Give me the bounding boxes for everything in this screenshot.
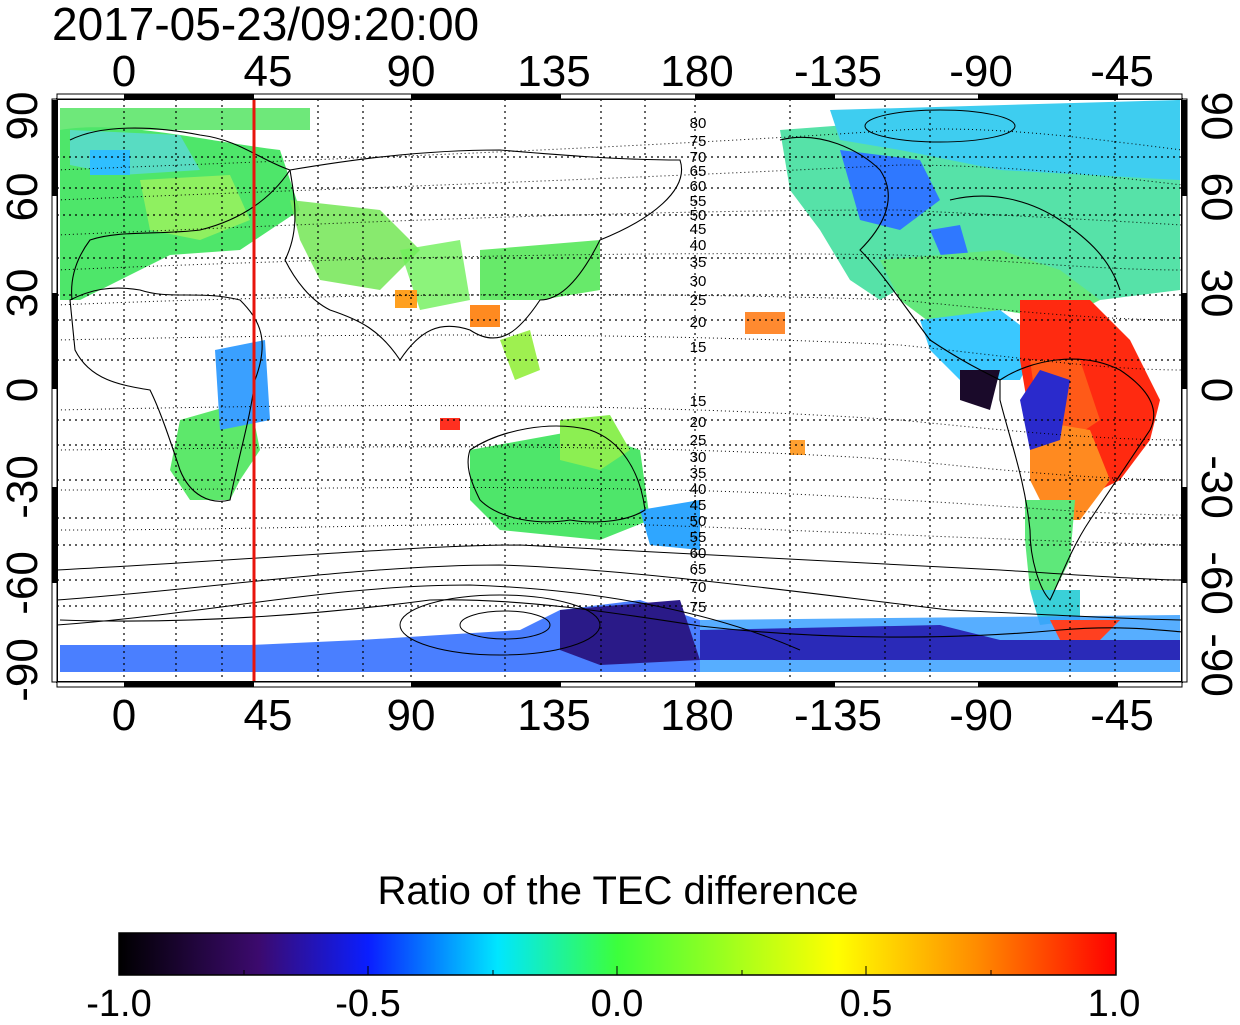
contour-label: 15 bbox=[690, 393, 707, 410]
colorbar-title: Ratio of the TEC difference bbox=[377, 869, 859, 913]
right-lat-tick: -60 bbox=[1192, 551, 1240, 615]
magnetic-latitude-contours bbox=[57, 109, 1182, 656]
left-lat-tick: -90 bbox=[0, 638, 47, 702]
contour-label: 40 bbox=[690, 237, 707, 254]
contour-label: 70 bbox=[690, 149, 707, 166]
contour-label: 30 bbox=[690, 273, 707, 290]
left-lat-tick: 0 bbox=[0, 378, 47, 402]
right-lat-tick: 90 bbox=[1192, 92, 1240, 141]
contour-label: 45 bbox=[690, 221, 707, 238]
coastlines bbox=[59, 127, 1182, 638]
top-lon-tick: -45 bbox=[1090, 47, 1154, 96]
graticule bbox=[57, 99, 1182, 682]
contour-label: 70 bbox=[690, 579, 707, 596]
left-latitude-ticks: 90 60 30 0 -30 -60 -90 bbox=[0, 92, 47, 702]
contour-label: 25 bbox=[690, 432, 707, 449]
bottom-lon-tick: -135 bbox=[794, 691, 882, 740]
right-lat-tick: -30 bbox=[1192, 455, 1240, 519]
bottom-lon-tick: 45 bbox=[244, 691, 293, 740]
top-lon-tick: 90 bbox=[387, 47, 436, 96]
top-lon-tick: 135 bbox=[517, 47, 590, 96]
colorbar-tick-label: 0.5 bbox=[839, 983, 893, 1025]
top-lon-tick: 45 bbox=[244, 47, 293, 96]
contour-label: 40 bbox=[690, 481, 707, 498]
right-latitude-ticks: 90 60 30 0 -30 -60 -90 bbox=[1192, 92, 1240, 697]
top-lon-tick: 180 bbox=[660, 47, 733, 96]
colorbar-tick-label: 0.0 bbox=[590, 983, 644, 1025]
contour-label: 30 bbox=[690, 449, 707, 466]
left-lat-tick: 30 bbox=[0, 269, 47, 318]
contour-label: 25 bbox=[690, 292, 707, 309]
contour-label: 45 bbox=[690, 497, 707, 514]
contour-label: 15 bbox=[690, 339, 707, 356]
contour-label: 55 bbox=[690, 529, 707, 546]
contour-label: 35 bbox=[690, 465, 707, 482]
right-lat-tick: 60 bbox=[1192, 173, 1240, 222]
contour-label: 75 bbox=[690, 599, 707, 616]
left-lat-tick: -60 bbox=[0, 551, 47, 615]
datetime-title: 2017-05-23/09:20:00 bbox=[52, 0, 480, 50]
left-lat-tick: 60 bbox=[0, 173, 47, 222]
tec-data-patches bbox=[60, 100, 1180, 672]
right-lat-tick: 0 bbox=[1192, 378, 1240, 402]
colorbar-tick-label: 1.0 bbox=[1087, 983, 1141, 1025]
colorbar-tick-label: -0.5 bbox=[335, 983, 401, 1025]
contour-label: 55 bbox=[690, 193, 707, 210]
contour-label: 60 bbox=[690, 178, 707, 195]
contour-label: 60 bbox=[690, 545, 707, 562]
contour-labels-north: 80 75 70 65 60 55 50 45 40 35 30 25 20 1… bbox=[690, 115, 707, 356]
bottom-lon-tick: 90 bbox=[387, 691, 436, 740]
right-lat-tick: 30 bbox=[1192, 269, 1240, 318]
left-lat-tick: 90 bbox=[0, 92, 47, 141]
map-plot-area bbox=[57, 99, 1182, 682]
contour-label: 75 bbox=[690, 133, 707, 150]
bottom-lon-tick: 0 bbox=[112, 691, 136, 740]
left-lat-tick: -30 bbox=[0, 455, 47, 519]
contour-labels-south: 15 20 25 30 35 40 45 50 55 60 65 70 75 bbox=[690, 393, 707, 616]
colorbar bbox=[118, 932, 1117, 976]
top-lon-tick: 0 bbox=[112, 47, 136, 96]
contour-label: 65 bbox=[690, 163, 707, 180]
top-lon-tick: -90 bbox=[949, 47, 1013, 96]
contour-label: 20 bbox=[690, 314, 707, 331]
contour-label: 65 bbox=[690, 561, 707, 578]
bottom-lon-tick: 135 bbox=[517, 691, 590, 740]
colorbar-ticks bbox=[243, 966, 992, 975]
map-frame bbox=[51, 93, 1188, 688]
contour-label: 80 bbox=[690, 115, 707, 132]
contour-label: 50 bbox=[690, 513, 707, 530]
contour-label: 35 bbox=[690, 254, 707, 271]
bottom-longitude-ticks: 0 45 90 135 180 -135 -90 -45 bbox=[112, 691, 1154, 740]
contour-label: 20 bbox=[690, 414, 707, 431]
frame-bars bbox=[52, 94, 1187, 687]
bottom-lon-tick: 180 bbox=[660, 691, 733, 740]
colorbar-tick-label: -1.0 bbox=[86, 983, 152, 1025]
top-lon-tick: -135 bbox=[794, 47, 882, 96]
contour-label: 50 bbox=[690, 207, 707, 224]
bottom-lon-tick: -45 bbox=[1090, 691, 1154, 740]
bottom-lon-tick: -90 bbox=[949, 691, 1013, 740]
top-longitude-ticks: 0 45 90 135 180 -135 -90 -45 bbox=[112, 47, 1154, 96]
right-lat-tick: -90 bbox=[1192, 633, 1240, 697]
